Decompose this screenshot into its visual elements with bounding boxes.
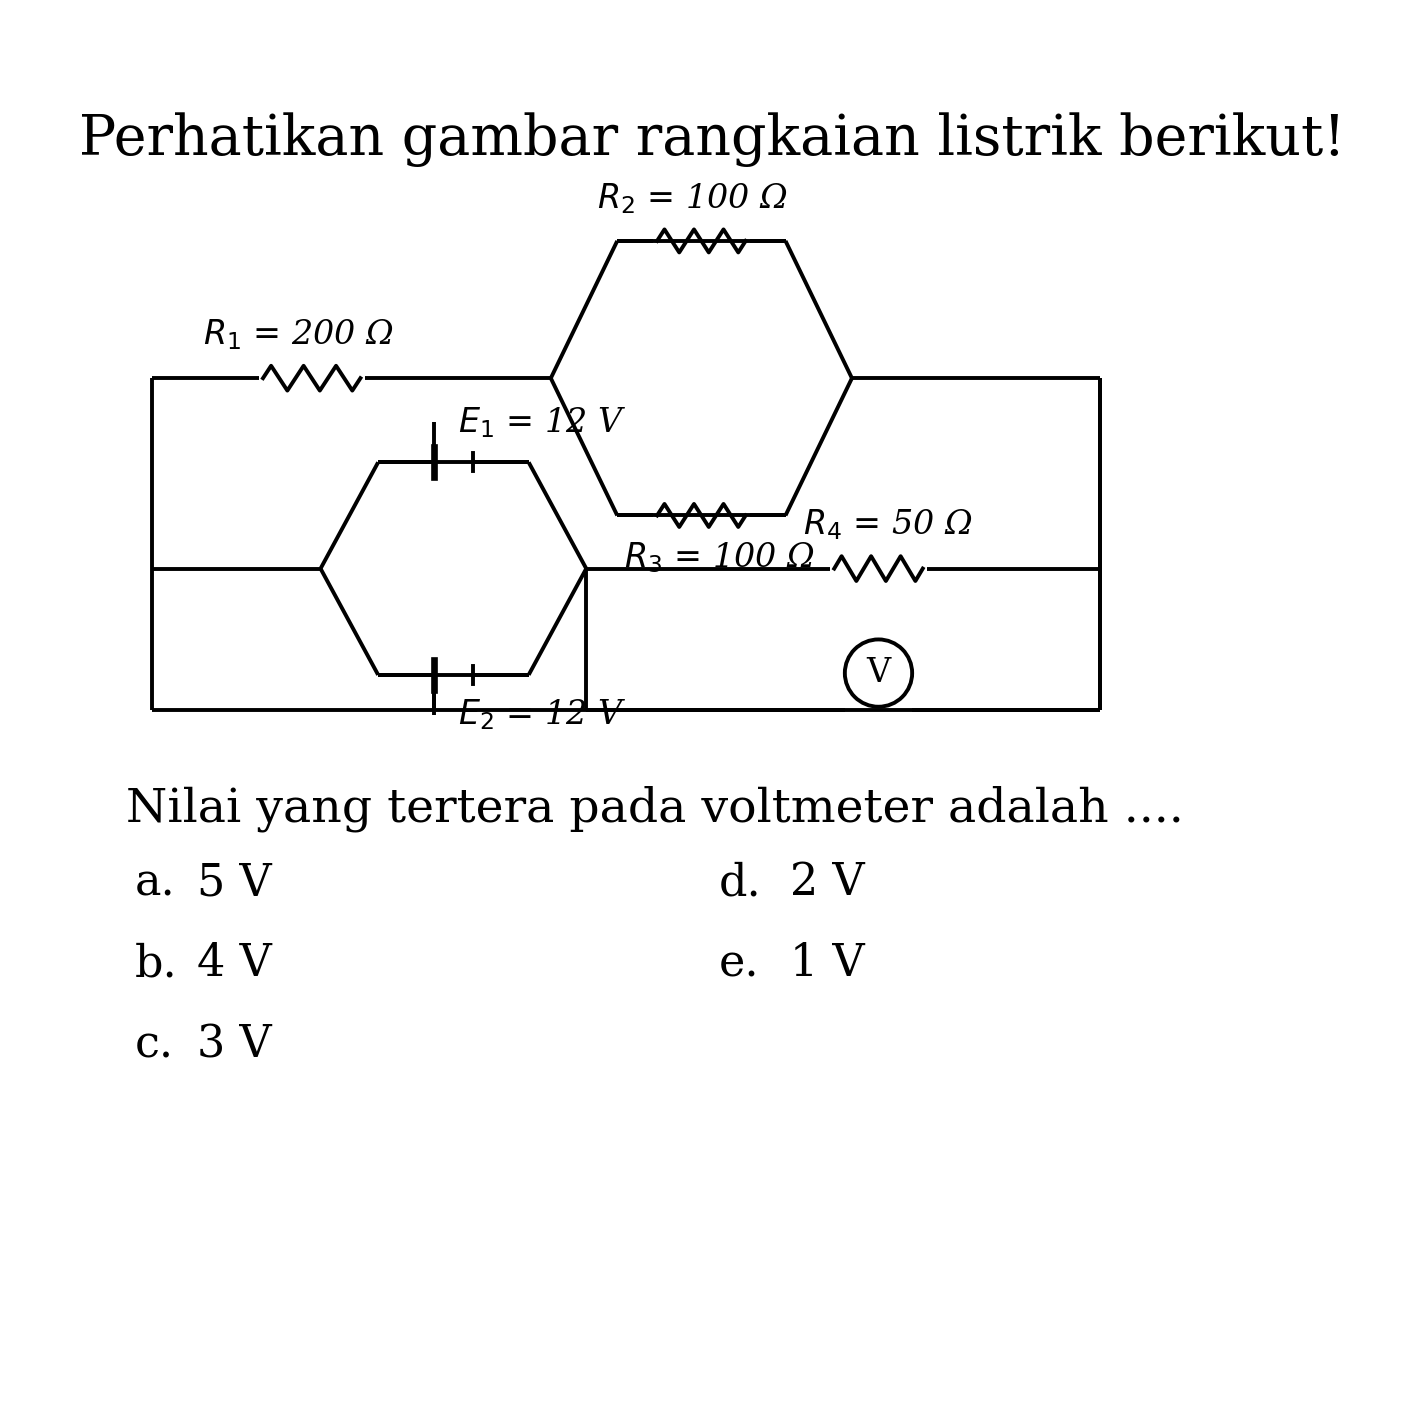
Text: a.: a.: [135, 861, 175, 903]
Text: $R_4$ = 50 Ω: $R_4$ = 50 Ω: [803, 507, 973, 542]
Text: 5 V: 5 V: [197, 861, 271, 903]
Text: d.: d.: [719, 861, 762, 903]
Text: $R_3$ = 100 Ω: $R_3$ = 100 Ω: [624, 540, 815, 574]
Text: Nilai yang tertera pada voltmeter adalah ....: Nilai yang tertera pada voltmeter adalah…: [125, 785, 1183, 832]
Text: V: V: [866, 657, 890, 690]
Text: 3 V: 3 V: [197, 1023, 271, 1067]
Text: e.: e.: [719, 942, 759, 986]
Text: c.: c.: [135, 1023, 174, 1067]
Text: $E_1$ = 12 V: $E_1$ = 12 V: [459, 406, 627, 440]
Text: 2 V: 2 V: [790, 861, 864, 903]
Text: $E_2$ = 12 V: $E_2$ = 12 V: [459, 697, 627, 731]
Text: 4 V: 4 V: [197, 942, 272, 986]
Text: Perhatikan gambar rangkaian listrik berikut!: Perhatikan gambar rangkaian listrik beri…: [78, 113, 1346, 167]
Text: $R_2$ = 100 Ω: $R_2$ = 100 Ω: [597, 181, 787, 217]
Text: b.: b.: [135, 942, 177, 986]
Text: $R_1$ = 200 Ω: $R_1$ = 200 Ω: [204, 316, 394, 352]
Text: 1 V: 1 V: [790, 942, 864, 986]
